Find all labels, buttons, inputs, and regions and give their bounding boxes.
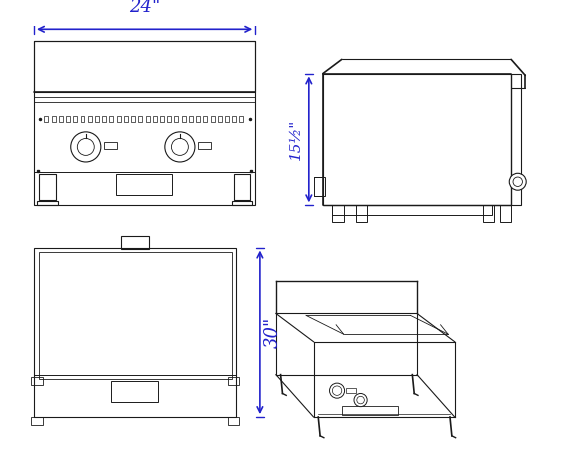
Bar xyxy=(342,406,398,415)
Bar xyxy=(204,116,207,122)
Bar xyxy=(39,174,56,200)
Bar xyxy=(95,116,99,122)
Bar xyxy=(37,201,57,205)
Circle shape xyxy=(172,138,188,155)
Bar xyxy=(356,205,367,222)
Bar xyxy=(34,247,237,417)
Bar xyxy=(323,74,521,205)
Bar xyxy=(45,116,48,122)
Bar xyxy=(73,116,77,122)
Circle shape xyxy=(77,138,95,155)
Bar xyxy=(225,116,229,122)
Bar xyxy=(175,116,179,122)
Bar xyxy=(81,116,85,122)
Bar xyxy=(240,116,244,122)
Bar xyxy=(332,205,492,215)
Bar xyxy=(218,116,222,122)
Text: 24": 24" xyxy=(129,0,160,16)
Circle shape xyxy=(357,396,364,404)
Bar xyxy=(346,388,356,392)
Bar xyxy=(228,417,239,425)
Bar xyxy=(182,116,186,122)
Circle shape xyxy=(332,386,342,396)
Circle shape xyxy=(165,132,195,162)
Bar xyxy=(111,381,158,402)
Bar xyxy=(234,174,251,200)
Bar xyxy=(231,201,252,205)
Text: 15½": 15½" xyxy=(289,119,303,160)
Bar xyxy=(232,116,236,122)
Circle shape xyxy=(354,393,367,407)
Bar xyxy=(66,116,70,122)
Bar xyxy=(121,236,149,250)
Text: 30": 30" xyxy=(264,317,282,348)
Bar xyxy=(189,116,193,122)
Bar xyxy=(104,142,117,149)
Bar xyxy=(34,40,255,205)
Bar xyxy=(88,116,92,122)
Bar xyxy=(500,205,511,222)
Bar xyxy=(483,205,494,222)
Bar xyxy=(59,116,63,122)
Bar xyxy=(34,40,255,92)
Bar xyxy=(228,378,239,385)
Bar xyxy=(116,174,172,195)
Bar xyxy=(196,116,200,122)
Bar xyxy=(332,205,343,222)
Circle shape xyxy=(329,383,345,398)
Bar xyxy=(198,142,211,149)
Bar xyxy=(110,116,114,122)
Bar xyxy=(153,116,157,122)
Bar xyxy=(124,116,128,122)
Bar xyxy=(146,116,150,122)
Bar xyxy=(211,116,215,122)
Bar xyxy=(160,116,164,122)
Bar xyxy=(31,378,42,385)
Circle shape xyxy=(71,132,101,162)
Bar xyxy=(314,177,325,196)
Bar xyxy=(117,116,121,122)
Bar xyxy=(131,116,135,122)
Circle shape xyxy=(509,173,526,190)
Bar xyxy=(52,116,56,122)
Circle shape xyxy=(513,177,523,186)
Bar xyxy=(167,116,171,122)
Bar xyxy=(39,252,231,379)
Bar xyxy=(138,116,142,122)
Bar xyxy=(31,417,42,425)
Bar xyxy=(102,116,106,122)
